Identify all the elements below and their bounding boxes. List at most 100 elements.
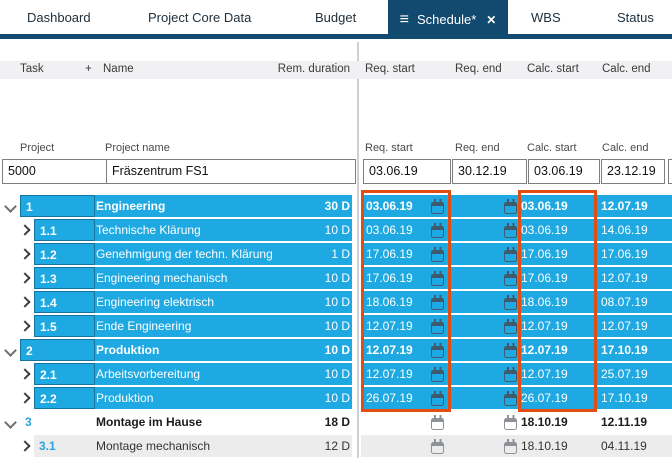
task-duration[interactable]: 10 D: [324, 391, 350, 405]
col-req-end[interactable]: Req. end: [455, 63, 502, 75]
chevron-right-icon[interactable]: [19, 368, 31, 380]
task-name[interactable]: Arbeitsvorbereitung: [96, 367, 201, 381]
task-id-cell[interactable]: 1.5: [34, 315, 95, 337]
task-id-cell[interactable]: 1.3: [34, 267, 95, 289]
calc-end-value[interactable]: 08.07.19: [601, 295, 648, 309]
task-name[interactable]: Engineering mechanisch: [96, 271, 228, 285]
calendar-icon[interactable]: [504, 414, 517, 430]
task-row-1.4[interactable]: 1.4 Engineering elektrisch 10 D 18.06.19 18.…: [0, 291, 672, 313]
col-req-start[interactable]: Req. start: [365, 63, 415, 75]
calc-end-value[interactable]: 12.07.19: [601, 319, 648, 333]
task-duration[interactable]: 30 D: [324, 199, 350, 213]
calc-start-value[interactable]: 03.06.19: [521, 199, 568, 213]
calendar-icon[interactable]: [504, 222, 517, 238]
calc-start-value[interactable]: 18.10.19: [521, 415, 568, 429]
task-id-cell[interactable]: 1.1: [34, 219, 95, 241]
tab-budget[interactable]: Budget: [315, 9, 357, 25]
calendar-icon[interactable]: [504, 246, 517, 262]
tab-dashboard[interactable]: Dashboard: [27, 9, 91, 25]
calc-end-value[interactable]: 12.11.19: [601, 415, 648, 429]
req-start-value[interactable]: 17.06.19: [366, 271, 413, 285]
task-row-3.1[interactable]: 3.1 Montage mechanisch 12 D 18.10.19 04.11.1…: [0, 435, 672, 457]
task-name[interactable]: Montage im Hause: [96, 415, 203, 429]
project-name-field[interactable]: Fräszentrum FS1: [106, 159, 356, 184]
calc-end-value[interactable]: 17.06.19: [601, 247, 648, 261]
task-row-1[interactable]: 1 Engineering 30 D 03.06.19 03.06.19 12.07.19: [0, 195, 672, 217]
task-name[interactable]: Produktion: [96, 391, 154, 405]
calc-start-value[interactable]: 12.07.19: [521, 343, 568, 357]
col-name[interactable]: Name: [103, 63, 134, 75]
tab-status[interactable]: Status: [617, 9, 654, 25]
project-id-field[interactable]: 5000: [2, 159, 107, 184]
chevron-right-icon[interactable]: [19, 272, 31, 284]
project-req-start-field[interactable]: 03.06.19: [363, 159, 451, 184]
chevron-right-icon[interactable]: [19, 320, 31, 332]
task-row-2.2[interactable]: 2.2 Produktion 10 D 26.07.19 26.07.19 17.10.1…: [0, 387, 672, 409]
req-start-value[interactable]: 03.06.19: [366, 199, 413, 213]
task-id-cell[interactable]: 1: [20, 195, 95, 217]
calc-start-value[interactable]: 18.10.19: [521, 439, 568, 453]
task-id-cell[interactable]: 1.4: [34, 291, 95, 313]
col-task[interactable]: Task: [20, 63, 44, 75]
calendar-icon[interactable]: [504, 318, 517, 334]
chevron-down-icon[interactable]: [4, 416, 17, 429]
calc-end-value[interactable]: 14.06.19: [601, 223, 648, 237]
task-duration[interactable]: 1 D: [331, 247, 350, 261]
chevron-right-icon[interactable]: [19, 440, 31, 452]
col-calc-start[interactable]: Calc. start: [527, 63, 579, 75]
task-id-cell[interactable]: 2.2: [34, 387, 95, 409]
calendar-icon[interactable]: [504, 198, 517, 214]
task-row-1.3[interactable]: 1.3 Engineering mechanisch 10 D 17.06.19 17.…: [0, 267, 672, 289]
calc-end-value[interactable]: 12.07.19: [601, 271, 648, 285]
task-name[interactable]: Genehmigung der techn. Klärung: [96, 247, 273, 261]
calc-start-value[interactable]: 26.07.19: [521, 391, 568, 405]
task-duration[interactable]: 12 D: [324, 439, 350, 453]
task-duration[interactable]: 10 D: [324, 367, 350, 381]
calendar-icon[interactable]: [431, 318, 444, 334]
calendar-icon[interactable]: [431, 438, 444, 454]
task-duration[interactable]: 10 D: [324, 295, 350, 309]
calc-end-value[interactable]: 12.07.19: [601, 199, 648, 213]
task-name[interactable]: Engineering: [96, 199, 166, 213]
calc-start-value[interactable]: 03.06.19: [521, 223, 568, 237]
task-name[interactable]: Engineering elektrisch: [96, 295, 215, 309]
calendar-icon[interactable]: [431, 342, 444, 358]
chevron-right-icon[interactable]: [19, 248, 31, 260]
close-icon[interactable]: ✕: [486, 12, 497, 27]
calendar-icon[interactable]: [431, 222, 444, 238]
task-row-1.5[interactable]: 1.5 Ende Engineering 10 D 12.07.19 12.07.19 1…: [0, 315, 672, 337]
task-row-1.1[interactable]: 1.1 Technische Klärung 10 D 03.06.19 03.06.1…: [0, 219, 672, 241]
col-calc-end[interactable]: Calc. end: [602, 63, 651, 75]
task-id-cell[interactable]: 2: [20, 339, 95, 361]
calendar-icon[interactable]: [504, 366, 517, 382]
calendar-icon[interactable]: [431, 366, 444, 382]
task-id-cell[interactable]: 1.2: [34, 243, 95, 265]
calendar-icon[interactable]: [504, 270, 517, 286]
task-duration[interactable]: 10 D: [324, 223, 350, 237]
calc-start-value[interactable]: 12.07.19: [521, 319, 568, 333]
task-duration[interactable]: 10 D: [324, 271, 350, 285]
menu-icon[interactable]: ≡: [399, 10, 409, 28]
task-row-2.1[interactable]: 2.1 Arbeitsvorbereitung 10 D 12.07.19 12.07.…: [0, 363, 672, 385]
req-start-value[interactable]: 12.07.19: [366, 319, 413, 333]
calc-end-value[interactable]: 04.11.19: [601, 439, 647, 453]
calc-start-value[interactable]: 12.07.19: [521, 367, 568, 381]
calendar-icon[interactable]: [504, 390, 517, 406]
task-id-cell[interactable]: 3: [25, 415, 32, 429]
task-name[interactable]: Montage mechanisch: [96, 439, 211, 453]
calendar-icon[interactable]: [431, 270, 444, 286]
task-row-3[interactable]: 3 Montage im Hause 18 D 18.10.19 12.11.19: [0, 411, 672, 433]
col-rem-duration[interactable]: Rem. duration: [277, 63, 350, 75]
calc-start-value[interactable]: 18.06.19: [521, 295, 568, 309]
task-id-cell[interactable]: 2.1: [34, 363, 95, 385]
task-duration[interactable]: 10 D: [324, 343, 350, 357]
req-start-value[interactable]: 12.07.19: [366, 367, 413, 381]
task-duration[interactable]: 18 D: [324, 415, 350, 429]
chevron-down-icon[interactable]: [4, 200, 17, 213]
calendar-icon[interactable]: [504, 438, 517, 454]
calc-end-value[interactable]: 25.07.19: [601, 367, 648, 381]
chevron-right-icon[interactable]: [19, 296, 31, 308]
task-duration[interactable]: 10 D: [324, 319, 350, 333]
req-start-value[interactable]: 12.07.19: [366, 343, 413, 357]
chevron-right-icon[interactable]: [19, 392, 31, 404]
